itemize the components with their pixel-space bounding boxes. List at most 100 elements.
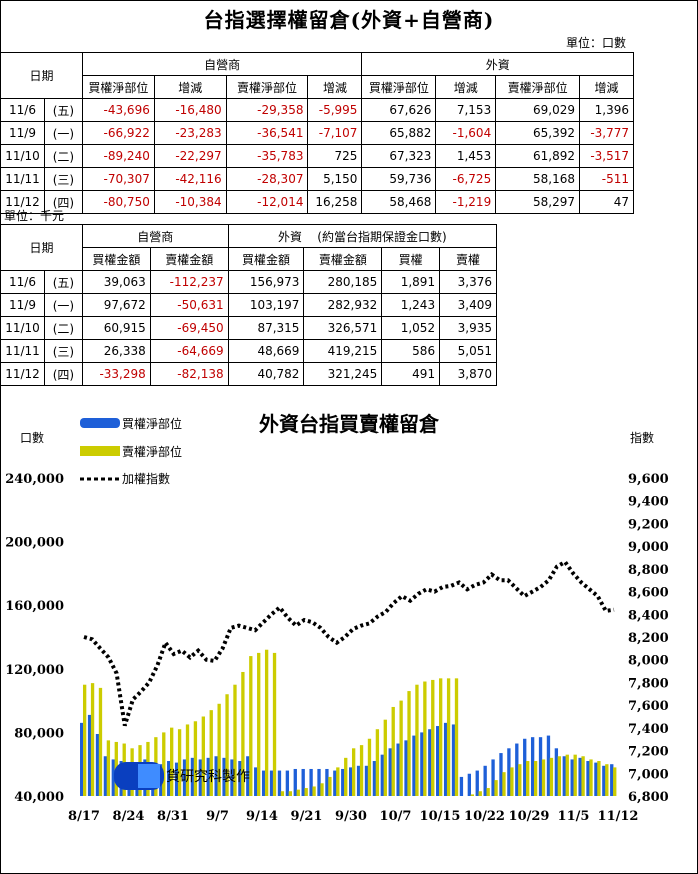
put-bar — [225, 694, 229, 796]
put-bar — [573, 754, 577, 796]
table-cell: 5,150 — [307, 167, 363, 191]
call-bar — [507, 748, 511, 796]
call-bar — [546, 735, 551, 796]
watermark-text: 貨研究科製作 — [166, 768, 250, 785]
y2-tick-label: 9,000 — [628, 540, 669, 555]
table1-col-header: 增減 — [435, 75, 497, 99]
put-bar — [407, 691, 411, 796]
position-table: 日期 自營商 外資 買權淨部位 增減 賣權淨部位 增減 買權淨部位 增減 賣權淨部位 增減 1… — [0, 52, 634, 214]
x-tick-label: 10/15 — [420, 809, 461, 824]
call-bar — [586, 761, 590, 796]
put-bar — [494, 780, 498, 796]
table1-col-header: 買權淨部位 — [361, 75, 437, 99]
table-cell: 3,870 — [439, 362, 497, 386]
call-bar — [285, 770, 290, 796]
put-bar — [249, 656, 253, 796]
put-bar — [264, 649, 269, 796]
table-cell: 1,891 — [381, 270, 441, 294]
row-date: 11/6 — [0, 270, 45, 294]
x-tick-label: 8/24 — [113, 809, 145, 824]
call-bar — [167, 761, 171, 796]
call-bar — [412, 735, 416, 796]
put-bar — [280, 791, 285, 796]
call-bar — [190, 757, 195, 796]
y2-tick-label: 7,400 — [628, 722, 669, 737]
y2-tick-label: 7,000 — [628, 767, 669, 782]
y-tick-label: 80,000 — [14, 726, 64, 741]
call-bar — [356, 765, 361, 796]
y2-tick-label: 7,200 — [628, 745, 669, 760]
call-bar — [610, 764, 614, 796]
call-bar — [404, 740, 408, 796]
table-cell: -82,138 — [149, 362, 229, 386]
call-bar — [198, 759, 202, 796]
row-date: 11/11 — [0, 167, 45, 191]
y-tick-label: 160,000 — [5, 599, 64, 614]
table1-unit: 單位：口數 — [566, 36, 627, 50]
put-bar — [336, 767, 340, 796]
table2-col-header: 買權金額 — [81, 247, 151, 271]
table-cell: 1,052 — [381, 316, 441, 340]
y2-tick-label: 8,000 — [628, 654, 669, 669]
put-bar — [312, 786, 316, 796]
put-bar — [423, 681, 427, 796]
row-weekday: (四) — [43, 362, 83, 386]
y-axis-label: 口數 — [20, 431, 44, 445]
put-bar — [367, 738, 372, 796]
table2-col-header: 賣權 — [439, 247, 497, 271]
put-bar — [217, 703, 221, 796]
call-bar — [206, 757, 210, 796]
table-cell: -29,358 — [225, 98, 309, 122]
put-bar — [613, 767, 617, 796]
call-bar — [293, 768, 297, 796]
put-bar — [478, 791, 482, 796]
call-bar — [388, 748, 392, 796]
table2-col-header: 買權 — [381, 247, 441, 271]
table-row: 11/6 (五) -43,696 -16,480 -29,358 -5,995 67,626… — [0, 98, 634, 122]
put-bar — [201, 716, 205, 796]
y2-tick-label: 6,800 — [628, 790, 669, 805]
call-bar — [475, 770, 479, 796]
table-cell: 40,782 — [227, 362, 305, 386]
table-row: 11/11 (三) -70,307 -42,116 -28,307 5,150 59,736… — [0, 167, 634, 191]
put-bar — [359, 745, 364, 796]
table1-col-header: 賣權淨部位 — [495, 75, 581, 99]
put-bar — [589, 759, 593, 796]
x-tick-label: 8/31 — [157, 809, 189, 824]
y2-tick-label: 8,800 — [628, 563, 669, 578]
put-bar — [288, 791, 293, 796]
put-bar — [518, 764, 522, 796]
call-bar — [372, 761, 377, 796]
call-bar — [380, 754, 384, 796]
put-bar — [351, 748, 356, 796]
page-title: 台指選擇權留倉(外資+自營商) — [203, 8, 495, 32]
call-bar — [443, 722, 448, 796]
x-tick-label: 10/29 — [509, 809, 550, 824]
put-bar — [383, 719, 387, 796]
date-header: 日期 — [0, 224, 83, 271]
x-tick-label: 11/5 — [558, 809, 590, 824]
date-header: 日期 — [0, 52, 83, 99]
legend-call-label: 買權淨部位 — [122, 416, 182, 431]
x-tick-label: 11/12 — [598, 809, 639, 824]
put-bar — [177, 729, 182, 796]
table-cell: 58,468 — [361, 190, 437, 214]
put-bar — [391, 706, 395, 796]
table-cell: 7,153 — [435, 98, 497, 122]
put-bar — [296, 789, 300, 796]
put-bar — [581, 756, 585, 796]
put-bar — [502, 772, 506, 796]
row-weekday: (五) — [43, 270, 83, 294]
call-bar — [103, 756, 108, 796]
row-date: 11/10 — [0, 144, 45, 168]
put-bar — [431, 679, 435, 796]
call-bar — [523, 738, 527, 796]
put-bar — [170, 727, 174, 796]
call-bar — [602, 765, 606, 796]
table-row: 11/9 (一) 97,672 -50,631 103,197 282,932 1,243 3… — [0, 293, 497, 317]
call-bar — [538, 737, 543, 796]
y2-tick-label: 7,600 — [628, 699, 669, 714]
call-bar — [269, 770, 274, 796]
row-weekday: (三) — [43, 339, 83, 363]
